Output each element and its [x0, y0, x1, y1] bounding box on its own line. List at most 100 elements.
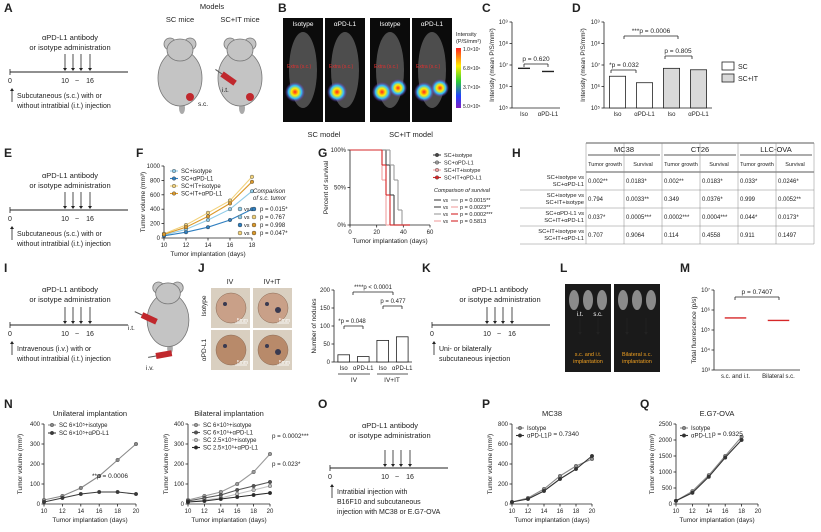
- series-line: [187, 481, 271, 502]
- label: p = 0.023*: [272, 461, 301, 468]
- legend-label: SC+IT+αPD-L1: [181, 192, 223, 198]
- lung: [257, 334, 289, 366]
- label: 0.114: [664, 233, 679, 239]
- data-point: [251, 493, 256, 498]
- bar: [356, 356, 370, 363]
- syringe: [148, 350, 173, 359]
- label: ~: [75, 216, 79, 223]
- panel-letter: F: [136, 146, 143, 160]
- data-point: [268, 480, 273, 485]
- label: vs: [244, 223, 250, 229]
- label: vs: [244, 231, 250, 237]
- y-tick-label: 10⁷: [701, 287, 710, 294]
- label: 0.911: [740, 233, 755, 239]
- x-tick-label: 18: [573, 509, 580, 515]
- legend-marker: [682, 433, 687, 438]
- x-tick-label: 20: [589, 509, 596, 515]
- x-tick-label: 18: [249, 243, 256, 249]
- label: without intratibial (i.t.) injection: [16, 356, 111, 363]
- chart-title: Bilateral implantation: [194, 409, 264, 418]
- label: ~: [395, 474, 399, 481]
- nodule: [265, 302, 269, 306]
- label: p = 0.477: [380, 299, 406, 305]
- x-tick-label: 16: [557, 509, 564, 515]
- bar: [395, 336, 409, 363]
- arrow-head: [88, 206, 92, 209]
- label: 0.002**: [588, 179, 608, 185]
- bli-signal: [372, 82, 392, 102]
- y-tick-label: 10⁶: [701, 307, 711, 314]
- data-point: [268, 452, 273, 457]
- legend-label: Isotype: [691, 426, 711, 432]
- y-tick-label: 10⁵: [701, 327, 711, 334]
- x-tick-label: 14: [217, 509, 224, 515]
- label: 5mm: [279, 360, 290, 366]
- x-tick-label: 40: [400, 230, 407, 236]
- label: p = 0.9325: [712, 431, 743, 438]
- comparison-marker: [251, 222, 257, 228]
- y-axis-label: Number of nodules: [311, 298, 318, 354]
- x-tick-label: 12: [525, 509, 532, 515]
- y-tick-label: 600: [150, 193, 161, 199]
- mouse-silhouette: [646, 290, 656, 310]
- y-tick-label: 0%: [337, 223, 346, 229]
- y-tick-label: 1500: [659, 454, 673, 460]
- mouse-silhouette: [632, 290, 642, 310]
- label: SC+IT model: [389, 130, 433, 139]
- legend-marker: [435, 167, 440, 172]
- panel-letter: B: [278, 1, 287, 15]
- y-axis-label: Tumor volume (mm³): [140, 172, 147, 232]
- panel-letter: A: [4, 1, 13, 15]
- legend-label: SC+αPD-L1: [444, 161, 474, 167]
- data-point: [558, 477, 563, 482]
- x-tick-label: αPD-L1: [392, 366, 413, 372]
- arrow-head: [644, 332, 648, 335]
- label: 1.0×10⁷: [463, 47, 480, 53]
- panel-letter: P: [482, 397, 490, 411]
- legend-label: SC 2.5×10⁵+αPD-L1: [203, 445, 259, 452]
- tumor: [186, 93, 194, 101]
- label: Survival: [633, 162, 653, 168]
- data-point: [205, 210, 210, 215]
- label: p = 0.7407: [742, 289, 773, 296]
- comparison-marker: [251, 214, 257, 220]
- label: i.v.: [146, 365, 154, 372]
- label: Models: [200, 2, 224, 11]
- label: Intravenous (i.v.) with or: [17, 346, 92, 353]
- label: Bilateral s.c.: [622, 352, 652, 358]
- data-point: [161, 232, 166, 237]
- label: αPD-L1 antibody: [42, 285, 98, 294]
- label: 0: [328, 474, 332, 481]
- needle: [148, 355, 157, 358]
- y-axis-label: Percent of survival: [323, 160, 330, 214]
- panel-letter: C: [482, 1, 491, 15]
- series-line: [187, 453, 271, 501]
- label: 10: [61, 216, 69, 223]
- x-tick-label: 12: [183, 243, 190, 249]
- label: 5mm: [237, 360, 248, 366]
- legend-marker: [682, 426, 687, 431]
- label: 0.0005***: [626, 215, 652, 221]
- label: **p = 0.0006: [92, 473, 128, 480]
- y-tick-label: 0: [327, 360, 331, 366]
- arrow-head: [71, 321, 75, 324]
- label: αPD-L1 antibody: [472, 285, 528, 294]
- y-tick-label: 100: [174, 482, 185, 488]
- label: 5mm: [237, 318, 248, 324]
- data-point: [133, 492, 138, 497]
- label: 10: [61, 78, 69, 85]
- label: 0.0183*: [626, 179, 647, 185]
- y-tick-label: 1000: [659, 470, 673, 476]
- panel-letter: K: [422, 261, 431, 275]
- x-tick-label: 16: [234, 509, 241, 515]
- label: Extra (s.c.): [374, 64, 399, 70]
- data-point: [42, 500, 47, 505]
- label: SC+IT+αPD-L1: [544, 236, 584, 242]
- label: 0.4558: [702, 233, 721, 239]
- panel-letter: M: [680, 261, 690, 275]
- label: 0.9064: [626, 233, 645, 239]
- y-tick-label: 400: [174, 422, 185, 428]
- x-axis-label: Tumor implantation (days): [352, 238, 427, 245]
- label: without intratibial (i.t.) injection: [16, 103, 111, 110]
- x-tick-label: 10: [161, 243, 168, 249]
